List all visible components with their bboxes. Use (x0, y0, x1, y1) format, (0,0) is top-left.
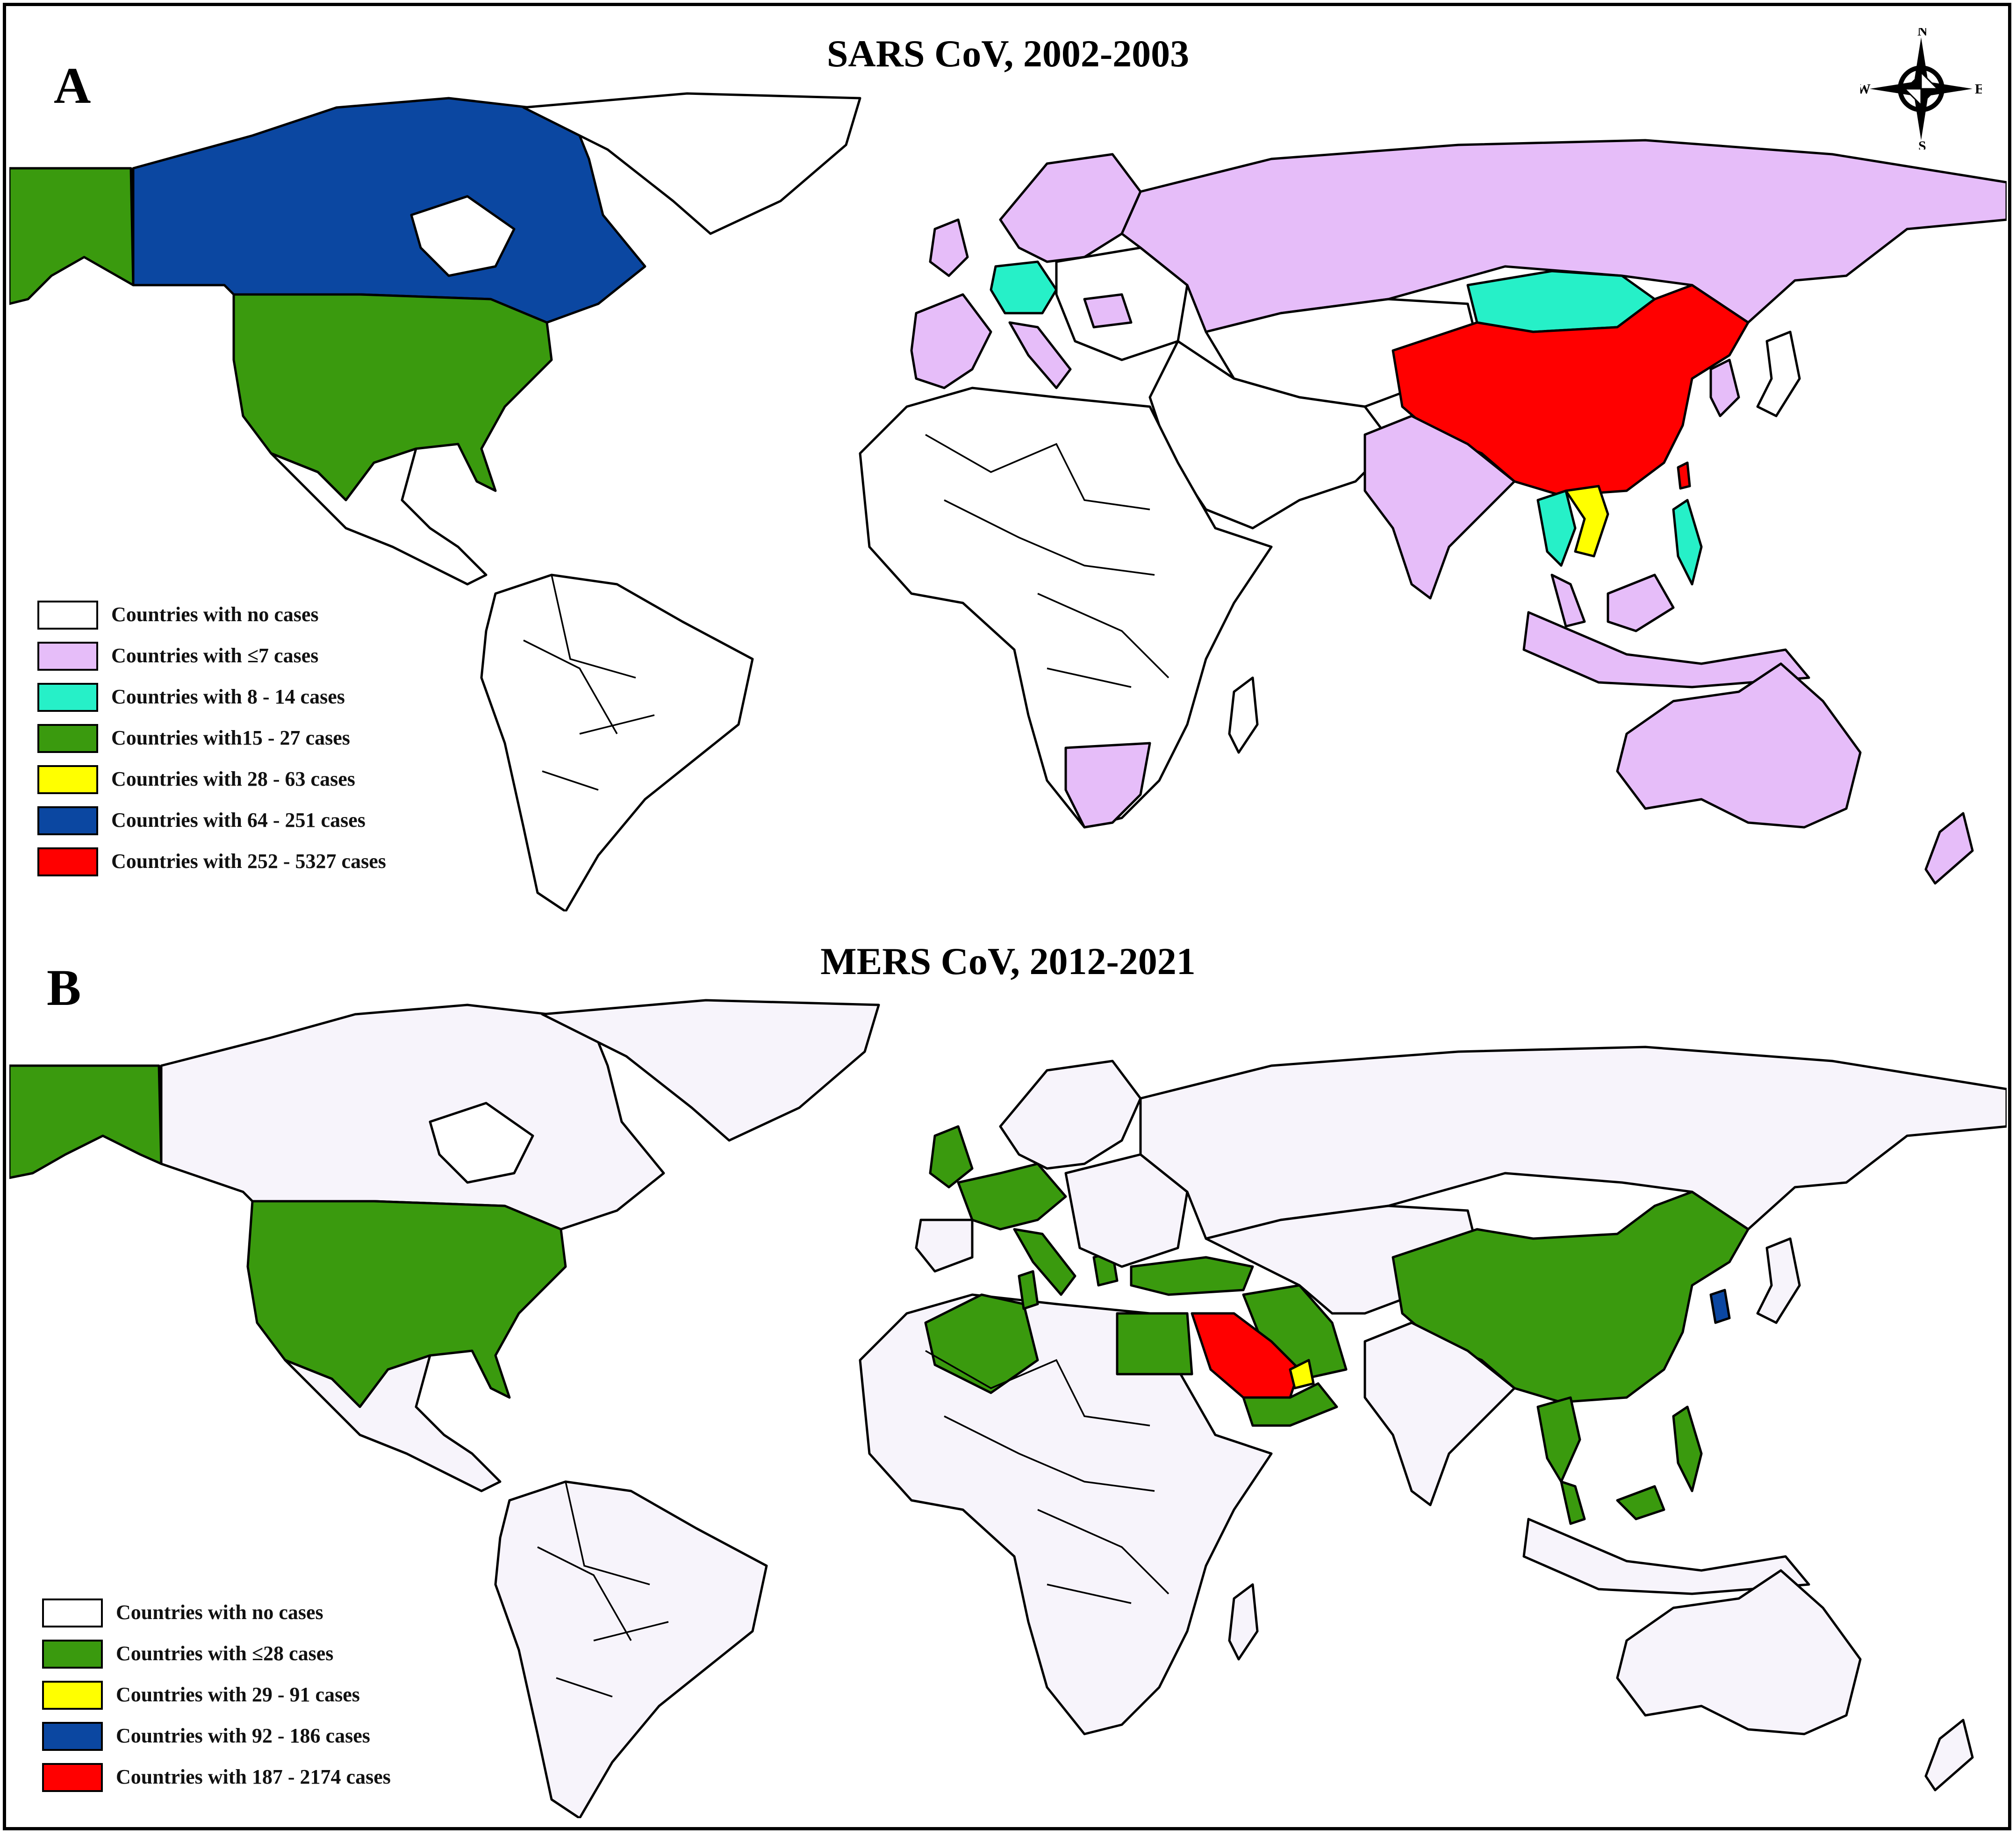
country-canada (132, 97, 646, 324)
country-thailand (1536, 1396, 1581, 1483)
legend-swatch (42, 1681, 103, 1710)
country-madagascar (1228, 676, 1259, 754)
country-europe-west (910, 293, 992, 389)
compass-s: S (1918, 138, 1926, 150)
country-usa (246, 1200, 567, 1408)
country-italy (1008, 321, 1072, 389)
country-new-zealand (1924, 1719, 1974, 1792)
country-mexico (270, 447, 488, 586)
country-taiwan (1677, 461, 1691, 490)
figure-frame (3, 3, 2011, 1830)
compass-e: E (1975, 81, 1982, 97)
country-romania (1083, 293, 1133, 329)
hudson-bay (410, 195, 516, 277)
legend-label: Countries with 187 - 2174 cases (116, 1765, 391, 1788)
legend-swatch (42, 1763, 103, 1792)
compass-w: W (1860, 81, 1871, 97)
country-africa (859, 1293, 1273, 1735)
country-africa (859, 387, 1273, 829)
country-scandinavia (999, 153, 1142, 263)
panel-b-title: MERS CoV, 2012-2021 (820, 940, 1196, 982)
country-tunisia (1018, 1270, 1039, 1310)
legend-label: Countries with 28 - 63 cases (111, 767, 355, 790)
country-yemen-oman (1242, 1382, 1338, 1427)
country-uk (929, 218, 969, 277)
country-japan (1756, 1237, 1801, 1324)
country-new-zealand (1924, 812, 1974, 885)
compass-rose-icon: N S E W (1860, 28, 1982, 150)
country-south-africa (1064, 742, 1151, 829)
country-vietnam (1564, 485, 1609, 558)
legend-swatch (37, 601, 98, 630)
country-scandinavia (999, 1060, 1142, 1170)
legend-swatch (42, 1598, 103, 1627)
panel-a-letter: A (54, 57, 91, 114)
country-borneo (1607, 573, 1675, 632)
sars-world-map (9, 92, 2007, 911)
country-india (1363, 415, 1516, 600)
legend-swatch (37, 683, 98, 712)
country-algeria (924, 1293, 1039, 1394)
legend-label: Countries with ≤7 cases (111, 644, 319, 667)
country-mexico (284, 1354, 502, 1492)
legend-label: Countries with 29 - 91 cases (116, 1683, 360, 1706)
panel-a-title: SARS CoV, 2002-2003 (826, 32, 1190, 75)
panel-b-mers: B MERS CoV, 2012-2021 (9, 930, 2007, 1825)
panel-b-letter: B (47, 959, 81, 1016)
country-philippines (1672, 1405, 1703, 1492)
country-spain (915, 1219, 974, 1273)
country-malaysia (1550, 573, 1586, 628)
legend-swatch (37, 724, 98, 753)
country-south-america (494, 1480, 768, 1818)
mers-world-map (9, 999, 2007, 1818)
legend-label: Countries with 92 - 186 cases (116, 1724, 370, 1747)
legend-swatch (42, 1640, 103, 1669)
country-canada (160, 1004, 665, 1231)
country-australia (1616, 1569, 1862, 1735)
country-thailand (1536, 489, 1577, 567)
country-alaska (9, 167, 135, 305)
compass-n: N (1917, 28, 1928, 39)
country-alaska (9, 1064, 163, 1179)
legend-label: Countries with15 - 27 cases (111, 726, 350, 749)
country-turkey (1130, 1256, 1254, 1296)
country-usa (232, 293, 553, 502)
legend-swatch (37, 642, 98, 671)
legend-label: Countries with 64 - 251 cases (111, 809, 366, 831)
country-borneo (1616, 1485, 1665, 1520)
country-qatar-uae (1289, 1359, 1315, 1390)
country-south-korea (1709, 1289, 1731, 1324)
country-egypt (1116, 1312, 1193, 1376)
legend-label: Countries with no cases (111, 603, 319, 626)
country-madagascar (1228, 1583, 1259, 1661)
country-japan (1756, 330, 1801, 417)
country-italy (1013, 1228, 1076, 1296)
legend-label: Countries with ≤28 cases (116, 1642, 334, 1665)
country-malaysia (1560, 1480, 1586, 1525)
country-australia (1616, 662, 1862, 829)
panel-a-sars: A SARS CoV, 2002-2003 N S E W (9, 9, 2007, 911)
country-south-america (480, 573, 754, 911)
country-indonesia (1522, 1518, 1810, 1595)
country-india (1363, 1321, 1516, 1506)
legend-swatch (42, 1722, 103, 1751)
hudson-bay (429, 1102, 534, 1184)
legend-label: Countries with 8 - 14 cases (111, 685, 345, 708)
country-indonesia (1522, 611, 1810, 688)
legend-swatch (37, 765, 98, 794)
legend-swatch (37, 806, 98, 835)
legend-label: Countries with 252 - 5327 cases (111, 850, 386, 873)
legend-swatch (37, 847, 98, 876)
country-russia (1139, 1046, 2007, 1240)
country-korea (1709, 358, 1740, 417)
country-greenland (541, 999, 880, 1142)
country-europe-west (957, 1162, 1067, 1231)
legend-label: Countries with no cases (116, 1601, 323, 1624)
country-philippines (1672, 499, 1703, 586)
country-uk (929, 1125, 974, 1189)
country-greenland (522, 92, 861, 235)
country-germany (990, 260, 1058, 315)
